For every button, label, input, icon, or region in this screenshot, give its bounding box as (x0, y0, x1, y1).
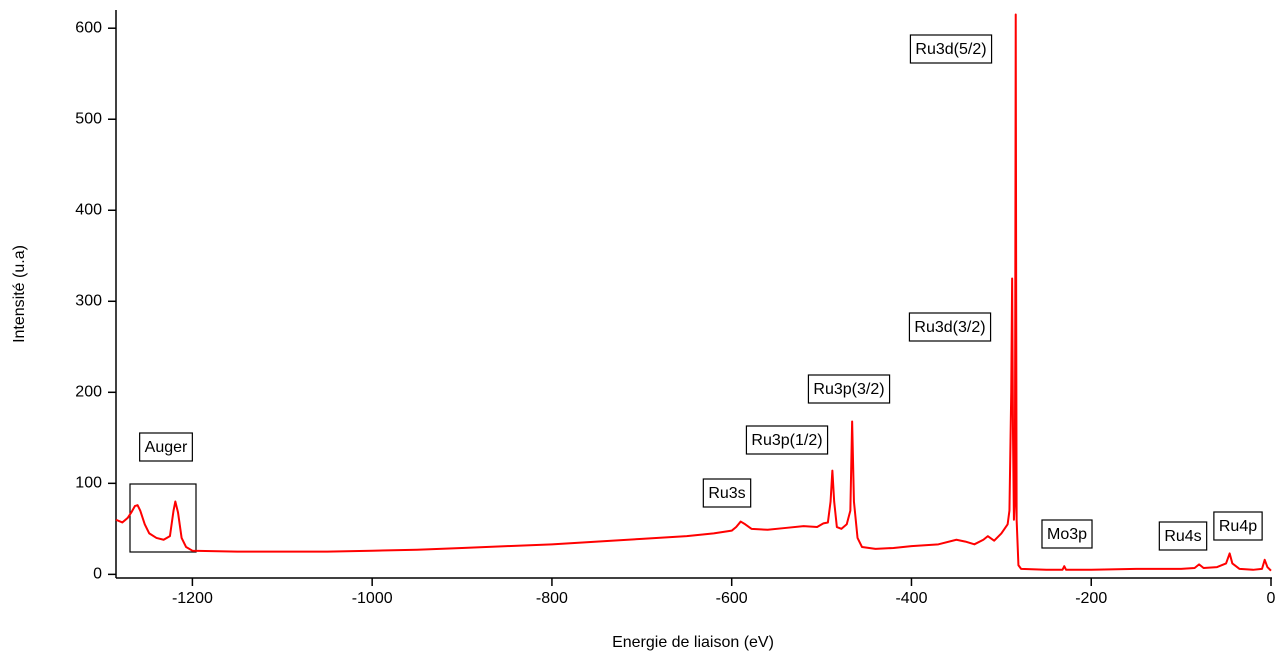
x-tick-label: -800 (536, 590, 568, 607)
peak-label: Ru3s (708, 485, 745, 502)
peak-label-box (139, 432, 193, 462)
x-tick-label: -200 (1075, 590, 1107, 607)
peak-label-box (745, 425, 829, 455)
auger-region (129, 483, 197, 553)
peak-label: Ru3d(3/2) (914, 319, 985, 336)
y-tick-label: 100 (75, 475, 102, 492)
y-tick-label: 500 (75, 110, 102, 127)
peak-label: Ru3p(1/2) (751, 432, 822, 449)
x-tick-label: -1200 (172, 590, 213, 607)
peak-label: Mo3p (1047, 526, 1087, 543)
spectrum-line (115, 13, 1272, 572)
x-axis-label: Energie de liaison (eV) (612, 634, 774, 651)
peak-label: Ru4s (1164, 528, 1201, 545)
peak-label: Ru3d(5/2) (915, 41, 986, 58)
x-tick-label: -1000 (352, 590, 393, 607)
peak-label-box (1213, 511, 1263, 541)
y-tick-label: 0 (93, 566, 102, 583)
peak-label-box (909, 34, 993, 64)
peak-label-box (1158, 521, 1208, 551)
peak-label: Ru3p(3/2) (813, 381, 884, 398)
y-tick-label: 300 (75, 293, 102, 310)
peak-label: Auger (145, 439, 188, 456)
peak-label-box (908, 312, 992, 342)
y-axis-label: Intensité (u.a) (11, 245, 28, 343)
peak-label: Ru4p (1219, 518, 1257, 535)
x-tick-label: -600 (716, 590, 748, 607)
peak-label-box (702, 478, 752, 508)
y-tick-label: 200 (75, 384, 102, 401)
peak-label-box (1041, 519, 1093, 549)
x-tick-label: -400 (895, 590, 927, 607)
peak-label-box (807, 374, 891, 404)
x-tick-label: 0 (1267, 590, 1276, 607)
y-tick-label: 400 (75, 201, 102, 218)
y-tick-label: 600 (75, 19, 102, 36)
